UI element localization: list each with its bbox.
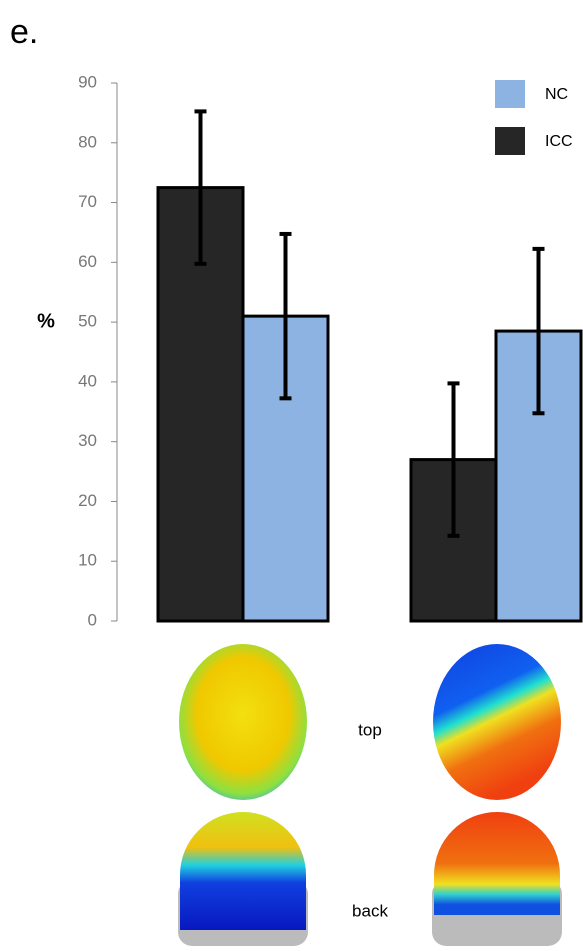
chart: e. % top back 0 10 20 30 40 50 60 70 80 90 NC ICC (0, 0, 583, 946)
annotation: top (358, 720, 382, 739)
legend-swatch (495, 80, 525, 108)
legend-swatch (495, 127, 525, 155)
page: {"chart_data": {"type": "bar", "panel_la… (0, 0, 583, 951)
y-tick-label: 20 (78, 491, 97, 510)
y-tick-label: 70 (78, 192, 97, 211)
legend-label: NC (545, 86, 568, 103)
y-tick-label: 60 (78, 252, 97, 271)
y-axis-label: % (37, 310, 55, 332)
legend-label: ICC (545, 133, 573, 150)
panel-label: e. (10, 13, 38, 51)
head-map (433, 644, 561, 800)
y-tick-label: 90 (78, 72, 97, 91)
head-map (179, 644, 307, 800)
y-tick-label: 40 (78, 371, 97, 390)
head-map (434, 812, 560, 915)
head-map (180, 812, 306, 930)
y-tick-label: 10 (78, 551, 97, 570)
annotation: back (352, 901, 388, 920)
y-tick-label: 0 (88, 610, 97, 629)
y-tick-label: 80 (78, 132, 97, 151)
y-tick-label: 50 (78, 312, 97, 331)
y-tick-label: 30 (78, 431, 97, 450)
